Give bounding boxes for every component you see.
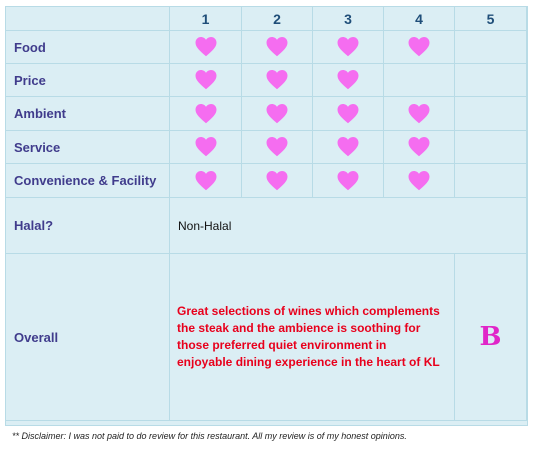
rating-cell [170,164,242,198]
rating-cell [170,31,242,64]
row-label-halal: Halal? [6,198,170,254]
rating-cell [242,97,313,131]
heart-icon [266,103,288,123]
heart-icon [337,37,359,57]
column-header-1: 1 [170,7,242,31]
overall-review-text: Great selections of wines which compleme… [170,254,455,421]
rating-cell [313,164,384,198]
heart-icon [337,137,359,157]
heart-icon [266,37,288,57]
column-header-4: 4 [384,7,455,31]
rating-cell [242,131,313,164]
heart-icon [408,170,430,190]
column-header-2: 2 [242,7,313,31]
column-header-5: 5 [455,7,527,31]
rating-cell [313,31,384,64]
row-label-price: Price [6,64,170,97]
rating-cell [170,131,242,164]
rating-cell [242,31,313,64]
heart-icon [266,170,288,190]
rating-cell [313,97,384,131]
halal-value: Non-Halal [170,198,527,254]
heart-icon [195,37,216,57]
rating-cell [455,64,527,97]
header-corner [6,7,170,31]
overall-grade: B [455,254,527,421]
rating-cell [384,64,455,97]
heart-icon [266,137,288,157]
rating-cell [384,131,455,164]
heart-icon [337,70,359,90]
row-label-service: Service [6,131,170,164]
rating-cell [313,64,384,97]
heart-icon [195,103,216,123]
column-header-3: 3 [313,7,384,31]
heart-icon [195,70,216,90]
row-label-overall: Overall [6,254,170,421]
row-label-food: Food [6,31,170,64]
rating-cell [384,164,455,198]
rating-cell [455,164,527,198]
rating-cell [384,97,455,131]
rating-cell [455,131,527,164]
heart-icon [195,137,216,157]
rating-cell [242,64,313,97]
rating-cell [455,31,527,64]
rating-cell [384,31,455,64]
heart-icon [337,103,359,123]
heart-icon [337,170,359,190]
rating-cell [313,131,384,164]
disclaimer-note: ** Disclaimer: I was not paid to do revi… [12,431,407,441]
row-label-convenience-facility: Convenience & Facility [6,164,170,198]
heart-icon [195,170,216,190]
heart-icon [266,70,288,90]
row-label-ambient: Ambient [6,97,170,131]
rating-cell [170,64,242,97]
rating-cell [455,97,527,131]
heart-icon [408,103,430,123]
review-rating-table: 1 2 3 4 5 Food Price Ambient Service Con… [5,6,528,426]
heart-icon [408,137,430,157]
heart-icon [408,37,430,57]
rating-cell [242,164,313,198]
rating-cell [170,97,242,131]
